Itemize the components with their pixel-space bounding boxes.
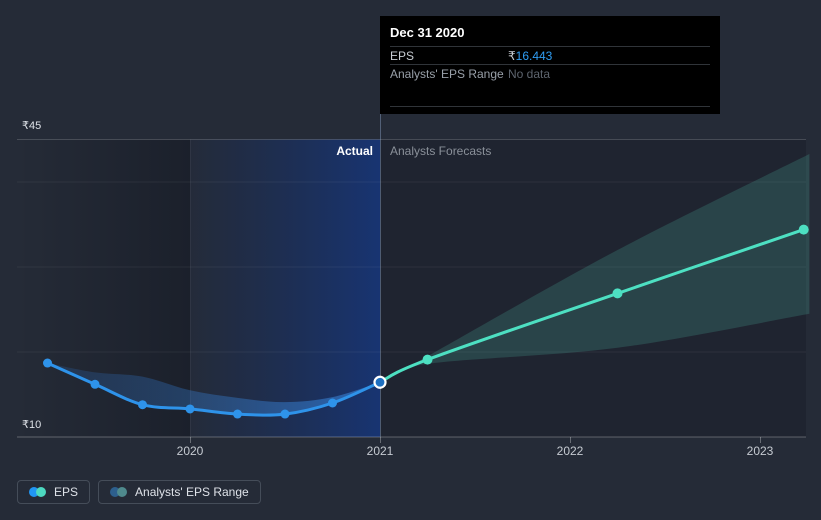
chart-tooltip: Dec 31 2020 EPS ₹16.443 Analysts' EPS Ra…: [380, 16, 720, 114]
y-axis-max-label: ₹45: [22, 120, 42, 132]
x-axis-tick-2021: 2021: [366, 444, 394, 458]
dark-blue-dot-icon: [110, 487, 121, 497]
x-axis-tick-2023: 2023: [746, 444, 774, 458]
legend-eps-label: EPS: [54, 485, 79, 499]
teal-dot-icon: [36, 487, 46, 497]
tooltip-range-value: No data: [508, 66, 551, 81]
tooltip-range-row: Analysts' EPS Range No data: [390, 65, 710, 82]
eps-series-icon: [29, 487, 46, 497]
tooltip-eps-value: ₹16.443: [508, 49, 552, 63]
tooltip-eps-row: EPS ₹16.443: [390, 47, 710, 65]
x-axis-tick-2022: 2022: [556, 444, 584, 458]
tooltip-bottom-divider: [390, 106, 710, 107]
chart-legend: EPS Analysts' EPS Range: [17, 480, 261, 504]
actual-region-label: Actual: [336, 144, 373, 158]
x-axis-tick-2020: 2020: [176, 444, 204, 458]
tooltip-eps-amount: 16.443: [515, 48, 553, 63]
legend-range-label: Analysts' EPS Range: [135, 485, 249, 499]
legend-toggle-analysts-eps-range[interactable]: Analysts' EPS Range: [98, 480, 261, 504]
tooltip-date-title: Dec 31 2020: [390, 22, 710, 47]
forecast-region-label: Analysts Forecasts: [390, 144, 492, 158]
range-series-icon: [110, 487, 128, 497]
tooltip-eps-currency: ₹: [508, 48, 516, 63]
tooltip-range-label: Analysts' EPS Range: [390, 66, 504, 81]
slate-teal-dot-icon: [117, 487, 128, 497]
legend-toggle-eps[interactable]: EPS: [17, 480, 91, 504]
blue-dot-icon: [29, 487, 39, 497]
y-axis-min-label: ₹10: [22, 419, 42, 431]
tooltip-eps-label: EPS: [390, 48, 415, 63]
